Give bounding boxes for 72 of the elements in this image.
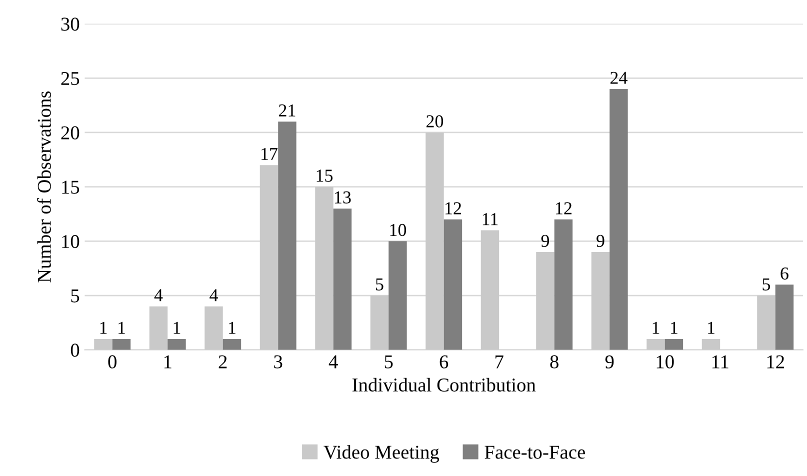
data-label: 11 <box>482 213 498 226</box>
x-tick-label: 0 <box>108 355 116 368</box>
data-label: 21 <box>278 104 296 116</box>
legend-label: Face-to-Face <box>484 446 585 459</box>
data-label: 9 <box>541 234 550 247</box>
data-label: 4 <box>154 289 163 302</box>
bar <box>222 338 242 350</box>
x-tick-label: 2 <box>218 355 227 368</box>
data-label: 10 <box>390 224 406 236</box>
y-tick-label: 0 <box>70 344 80 357</box>
bar <box>444 219 462 350</box>
x-tick-label: 7 <box>496 355 504 368</box>
data-label: 1 <box>229 322 236 334</box>
y-tick-label: 25 <box>61 72 80 86</box>
bar <box>94 338 112 350</box>
data-label: 5 <box>376 278 384 290</box>
data-label: 12 <box>446 202 461 214</box>
bar <box>278 122 296 350</box>
bar <box>426 132 444 350</box>
data-label: 15 <box>316 170 333 182</box>
y-tick-label: 15 <box>62 180 80 194</box>
x-tick-label: 10 <box>656 355 674 368</box>
y-axis-title: Number of Observations <box>37 91 51 282</box>
x-tick-label: 9 <box>605 355 614 368</box>
y-tick-label: 10 <box>62 234 80 248</box>
y-tick-label: 20 <box>61 126 80 140</box>
data-label: 1 <box>708 322 714 334</box>
data-label: 4 <box>210 289 218 302</box>
bar <box>775 284 794 350</box>
data-label: 1 <box>174 322 180 334</box>
bar <box>260 165 278 350</box>
data-label: 12 <box>556 202 572 214</box>
data-label: 1 <box>118 322 125 334</box>
y-tick-label: 5 <box>71 290 80 302</box>
bar <box>480 230 500 350</box>
x-tick-label: 6 <box>440 355 448 368</box>
data-label: 17 <box>262 148 278 160</box>
bar <box>664 338 684 350</box>
x-tick-label: 5 <box>384 355 393 368</box>
bar <box>112 338 131 350</box>
x-axis-title: Individual Contribution <box>352 378 536 392</box>
x-tick-label: 4 <box>328 355 338 368</box>
bar <box>149 306 168 350</box>
x-tick-label: 3 <box>274 355 282 368</box>
bar <box>591 252 610 350</box>
bar <box>333 208 352 350</box>
bar <box>702 338 720 350</box>
data-label: 6 <box>780 267 788 280</box>
bar <box>554 219 573 350</box>
y-tick-label: 30 <box>61 18 80 31</box>
x-tick-label: 8 <box>550 355 558 368</box>
bar <box>204 306 223 350</box>
bar <box>536 252 554 350</box>
bar <box>646 338 665 350</box>
bar <box>610 89 628 350</box>
legend-label: Video Meeting <box>324 445 440 463</box>
x-tick-label: 1 <box>164 355 172 368</box>
bar <box>757 296 776 350</box>
bar <box>370 296 389 350</box>
bar <box>315 186 334 350</box>
data-label: 20 <box>426 115 444 128</box>
data-label: 9 <box>596 234 604 247</box>
data-label: 1 <box>100 322 107 334</box>
data-label: 1 <box>671 322 678 334</box>
bar <box>168 338 186 350</box>
bar <box>388 241 407 350</box>
x-tick-label: 12 <box>767 355 784 368</box>
data-label: 5 <box>762 278 770 290</box>
data-label: 1 <box>652 322 660 334</box>
data-label: 24 <box>610 72 628 84</box>
data-label: 13 <box>335 191 351 204</box>
x-tick-label: 11 <box>712 355 728 368</box>
